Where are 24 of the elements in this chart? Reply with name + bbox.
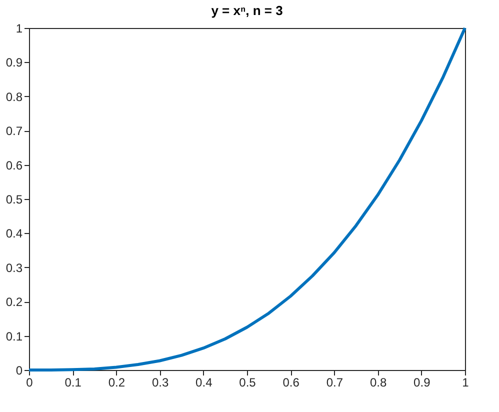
y-tick-label: 0.1	[6, 329, 23, 344]
y-tick-label: 0.2	[6, 295, 23, 310]
chart-title: y = xⁿ, n = 3	[211, 3, 283, 18]
y-tick-label: 1	[16, 22, 23, 36]
y-tick-label: 0.3	[6, 260, 23, 275]
line-series	[28, 26, 466, 372]
x-tick-label: 0.8	[370, 376, 387, 390]
x-tick-label: 0	[26, 376, 34, 390]
x-tick-label: 0.7	[326, 376, 344, 390]
x-tick-label: 0.3	[152, 376, 169, 390]
x-tick-label: 1	[462, 376, 470, 390]
y-tick-label: 0.8	[6, 90, 23, 104]
y-tick-label: 0.6	[6, 158, 23, 172]
x-tick-label: 0.1	[64, 376, 82, 390]
y-tick-label: 0.4	[6, 226, 23, 241]
x-tick-label: 0.2	[108, 376, 126, 390]
x-tick-label: 0.4	[196, 376, 213, 390]
x-tick-label: 0.5	[239, 376, 256, 390]
x-tick-label: 0.6	[282, 376, 300, 390]
y-tick-label: 0.9	[6, 56, 23, 70]
y-tick-label: 0.5	[6, 192, 23, 206]
y-tick-label: 0.7	[6, 124, 23, 138]
x-tick-label: 0.9	[414, 376, 431, 390]
y-tick-label: 0	[16, 364, 23, 378]
